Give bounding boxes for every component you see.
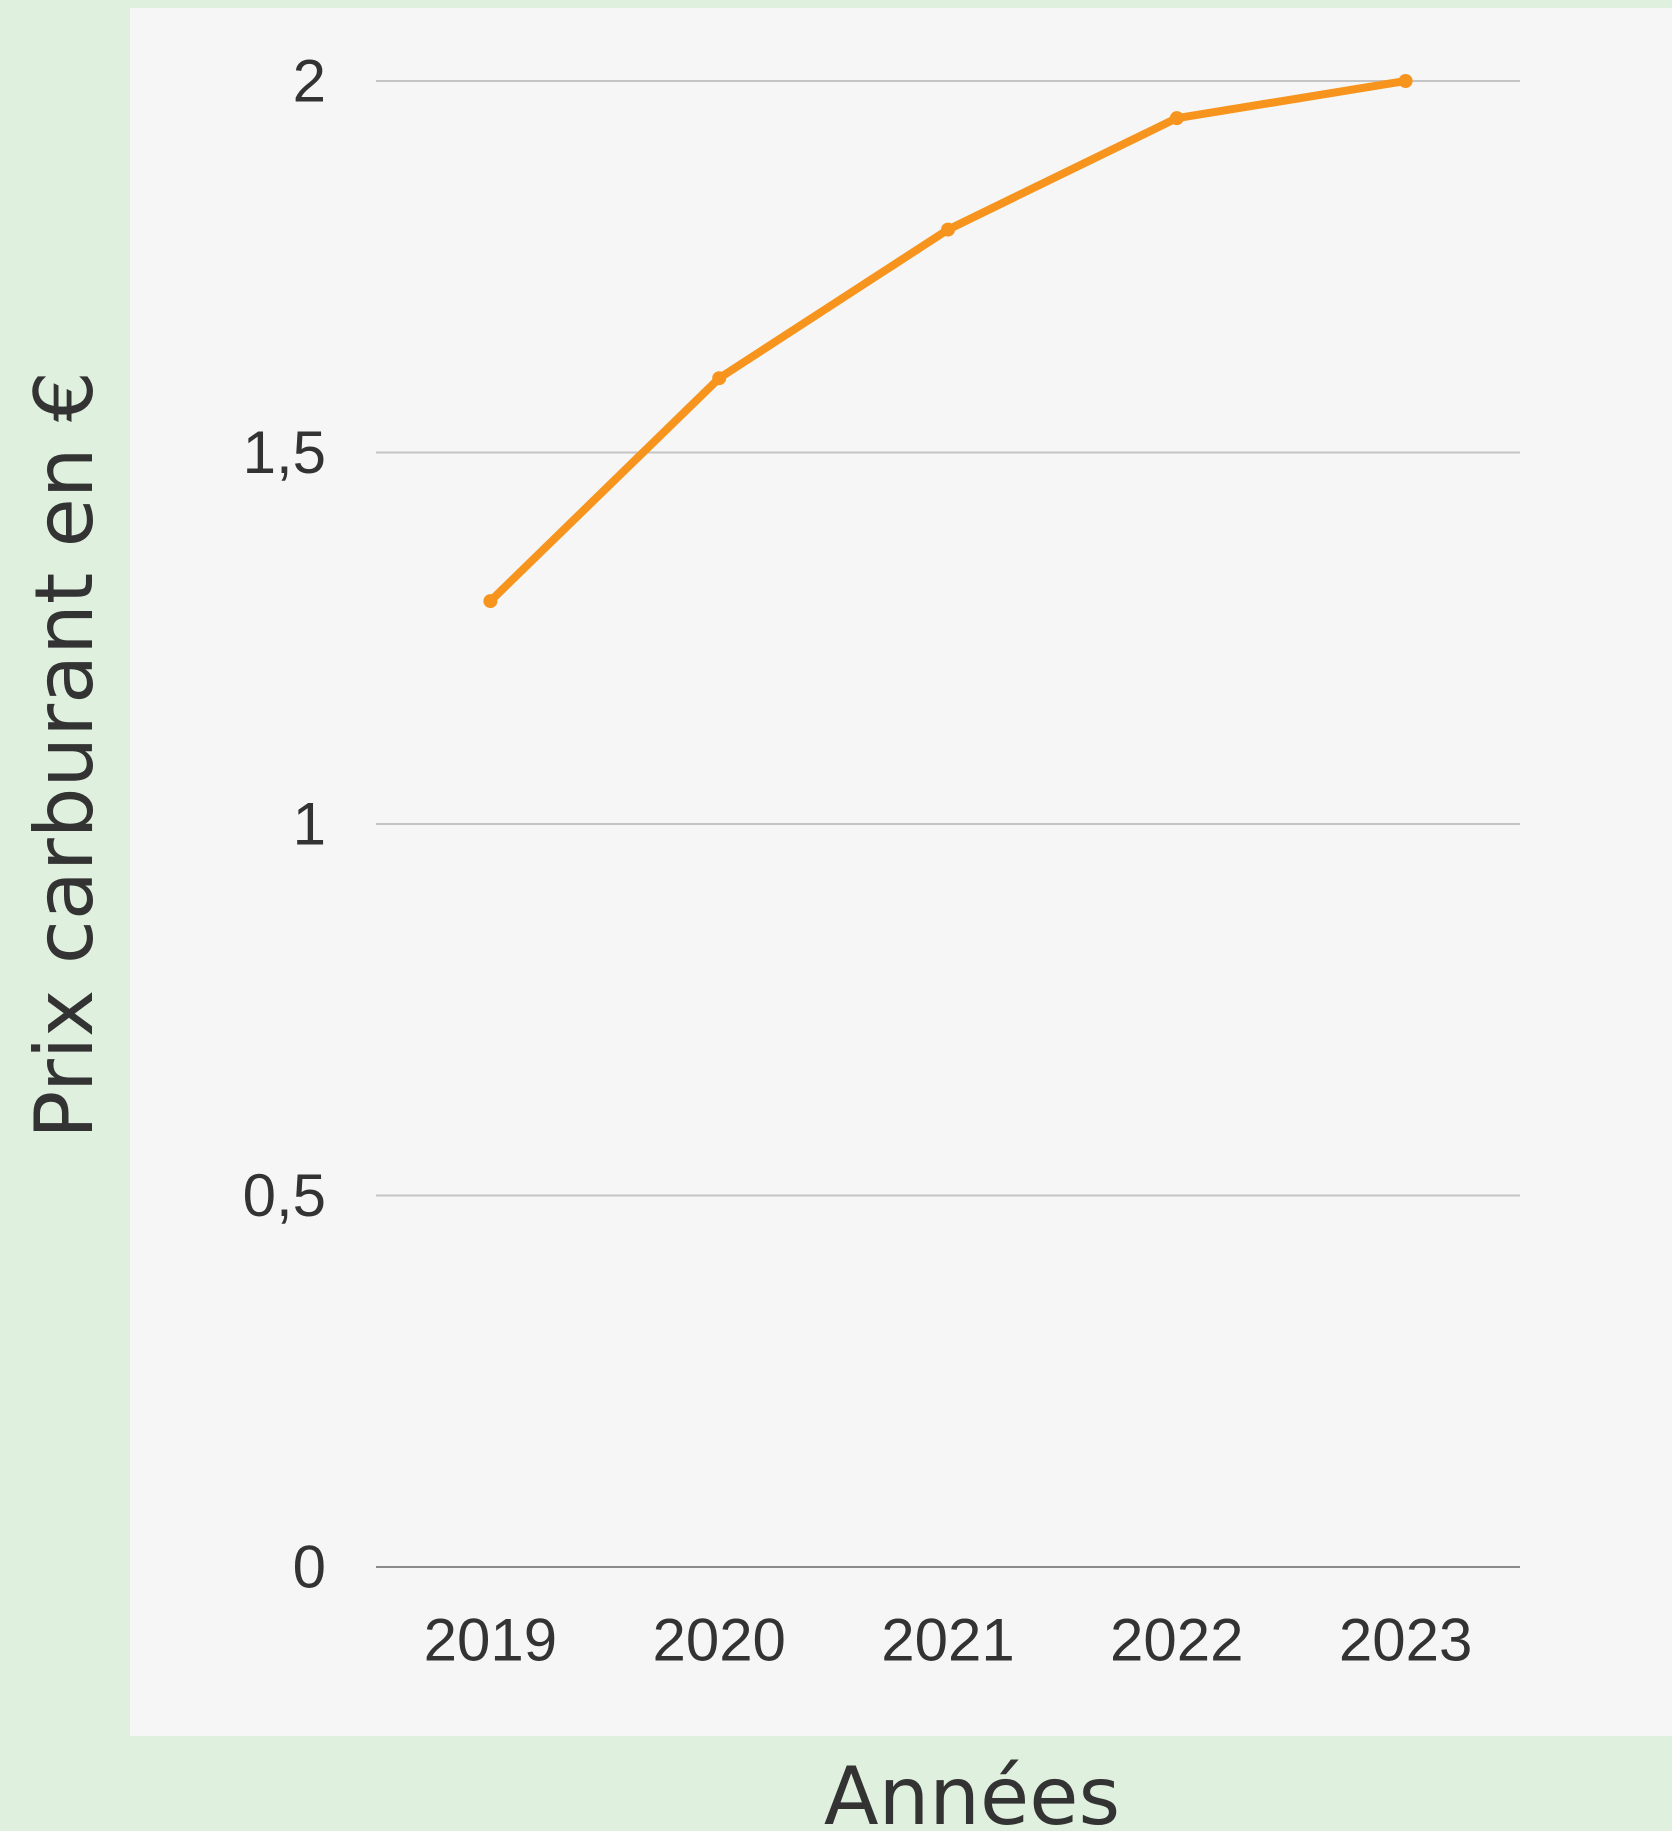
y-axis-ticks: 0 0,5 1 1,5 2 bbox=[243, 48, 326, 1601]
x-axis-ticks: 2019 2020 2021 2022 2023 bbox=[424, 1607, 1473, 1674]
plot-background bbox=[130, 8, 1672, 1736]
series-layer bbox=[483, 74, 1413, 609]
x-tick-label: 2023 bbox=[1339, 1607, 1472, 1674]
y-tick-label: 2 bbox=[293, 48, 326, 115]
x-tick-label: 2020 bbox=[652, 1607, 785, 1674]
data-point bbox=[941, 222, 955, 237]
y-tick-label: 1,5 bbox=[243, 419, 326, 486]
x-tick-label: 2022 bbox=[1110, 1607, 1243, 1674]
y-tick-label: 1 bbox=[293, 791, 326, 858]
x-tick-label: 2021 bbox=[881, 1607, 1014, 1674]
y-tick-label: 0 bbox=[293, 1534, 326, 1601]
data-point bbox=[1169, 111, 1184, 126]
y-axis-title: Prix carburant en € bbox=[18, 371, 111, 1139]
data-point bbox=[483, 594, 498, 609]
gridlines bbox=[376, 80, 1520, 1568]
data-point bbox=[712, 371, 727, 386]
x-axis-title: Années bbox=[824, 1750, 1120, 1831]
data-point bbox=[1398, 74, 1413, 88]
y-tick-label: 0,5 bbox=[243, 1162, 326, 1229]
x-tick-label: 2019 bbox=[424, 1607, 557, 1674]
